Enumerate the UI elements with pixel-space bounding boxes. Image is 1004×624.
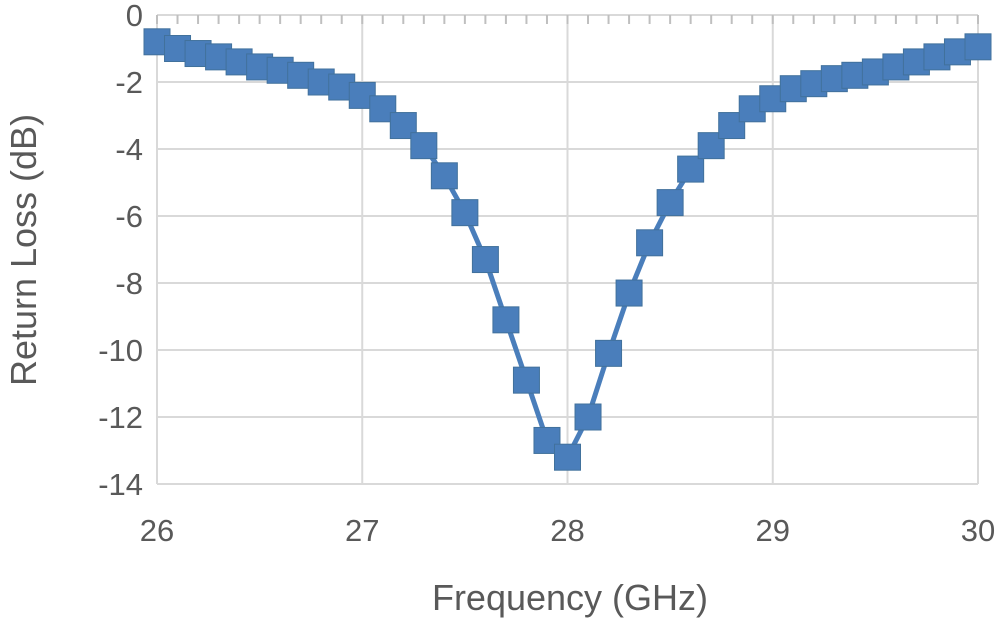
data-point [636,229,664,257]
y-axis-title: Return Loss (dB) [3,114,44,386]
y-tick-label: -10 [98,333,143,368]
data-point [574,403,602,431]
y-tick-label: -2 [115,65,143,100]
x-tick-label: 29 [756,513,790,548]
x-tick-label: 27 [345,513,379,548]
y-tick-label: -6 [115,199,143,234]
x-tick-label: 30 [961,513,995,548]
x-tick-label: 28 [550,513,584,548]
y-tick-label: -4 [115,132,143,167]
data-point [677,155,705,183]
data-point [410,132,438,160]
tick-labels: 0 -2 -4 -6 -8 -10 -12 -14 26 27 28 29 30 [98,0,995,548]
data-point [964,33,992,61]
y-tick-label: -12 [98,400,143,435]
data-point [369,95,397,123]
x-tick-label: 26 [140,513,174,548]
series [143,28,992,471]
data-point [615,279,643,307]
x-axis-title: Frequency (GHz) [432,577,708,618]
y-tick-label: -14 [98,467,143,502]
data-point [471,246,499,274]
y-tick-label: -8 [115,266,143,301]
y-tick-label: 0 [126,0,143,33]
data-point [451,199,479,227]
data-point [595,339,623,367]
data-point [554,443,581,471]
data-point [656,189,684,217]
data-point [512,366,540,394]
data-point [430,162,458,190]
data-point [492,306,520,334]
axes [156,15,979,24]
